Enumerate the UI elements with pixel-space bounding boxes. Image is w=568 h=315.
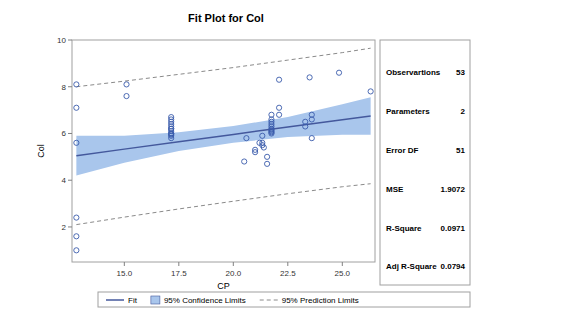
x-tick-label: 20.0 [226,269,242,278]
stat-value: 0.0971 [441,224,466,233]
stat-value: 1.9072 [441,185,466,194]
point [309,112,314,117]
x-tick [178,262,179,266]
point [307,75,312,80]
point [261,145,266,150]
point [169,115,174,120]
point [124,82,129,87]
legend-box [98,292,470,307]
x-tick [124,262,125,266]
y-tick-label: 10 [57,36,66,45]
y-tick [68,133,72,134]
stat-label: MSE [386,185,404,194]
point [276,112,281,117]
point [336,70,341,75]
legend-label: Fit [128,296,138,305]
legend-swatch [260,300,278,301]
x-tick-label: 15.0 [117,269,133,278]
point [276,77,281,82]
x-tick-label: 25.0 [335,269,351,278]
legend-label: 95% Prediction Limits [282,296,359,305]
point [260,133,265,138]
point [74,234,79,239]
y-tick-label: 4 [62,176,67,185]
legend-label: 95% Confidence Limits [164,296,246,305]
y-tick-label: 8 [62,83,67,92]
chart: Fit Plot for Col 15.0 17.5 20.0 22.5 25.0 2 4 6 8… [0,0,568,315]
stat-label: Observartions [386,68,441,77]
legend-swatch [151,296,160,304]
prediction-lower [76,184,370,225]
stat-value: 0.0794 [441,262,466,271]
x-tick [287,262,288,266]
point [253,150,258,155]
prediction-upper [76,48,370,87]
stat-label: Error DF [386,146,419,155]
stat-value: 2 [461,107,466,116]
y-tick [68,40,72,41]
plot-frame [72,40,375,262]
point [74,248,79,253]
fit-line [76,116,370,156]
title: Fit Plot for Col [188,12,264,24]
background [0,0,568,315]
stat-value: 51 [456,146,465,155]
stat-value: 53 [456,68,465,77]
point [74,105,79,110]
point [244,136,249,141]
data-group [74,48,373,253]
x-tick [342,262,343,266]
x-label: CP [217,281,230,291]
y-tick-label: 2 [62,223,67,232]
stat-label: Parameters [386,107,430,116]
point [242,159,247,164]
point [124,93,129,98]
y-tick [68,180,72,181]
y-label: Col [36,144,46,158]
stat-label: Adj R-Square [386,262,437,271]
stat-label: R-Square [386,224,422,233]
point [303,119,308,124]
point [74,82,79,87]
x-tick-label: 17.5 [171,269,187,278]
stats-panel [380,40,470,285]
y-tick-label: 6 [62,129,67,138]
point [269,112,274,117]
point [368,89,373,94]
point [264,154,269,159]
legend-swatch [106,299,124,301]
confidence-band [76,97,370,175]
y-tick [68,86,72,87]
y-tick [68,226,72,227]
point [74,140,79,145]
x-tick-label: 22.5 [280,269,296,278]
point [309,136,314,141]
point [276,105,281,110]
x-tick [233,262,234,266]
point [74,215,79,220]
point [264,161,269,166]
